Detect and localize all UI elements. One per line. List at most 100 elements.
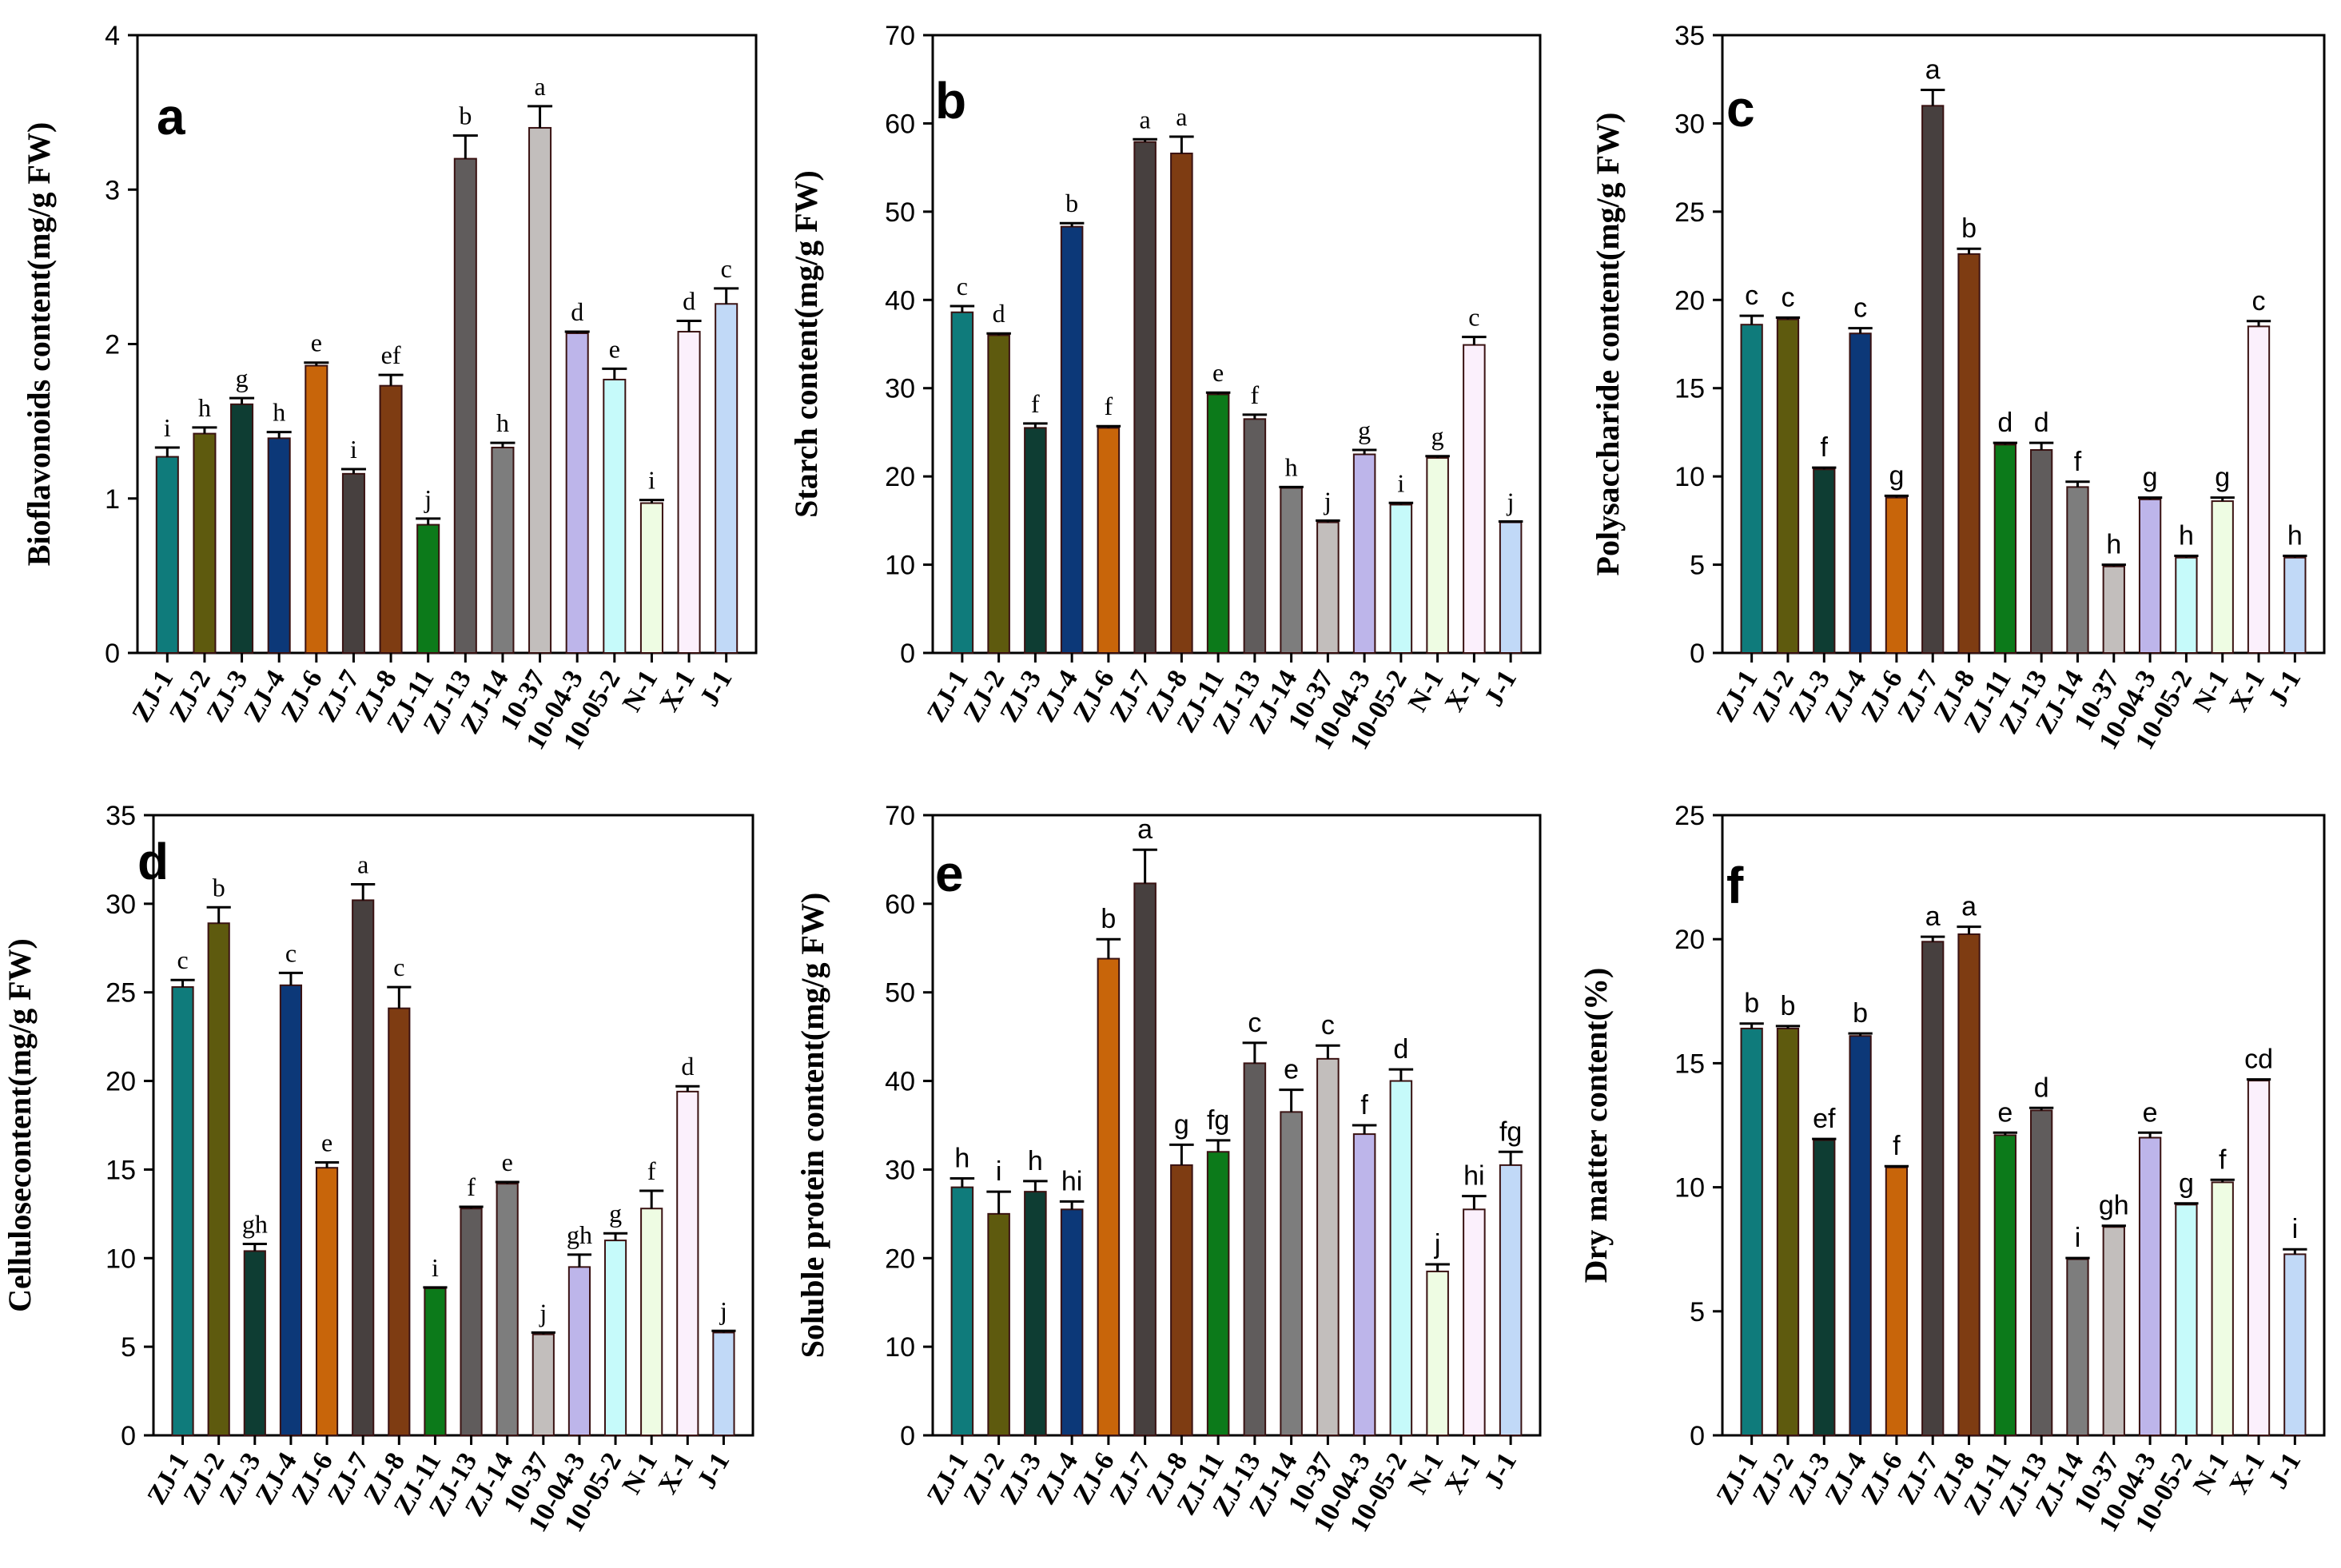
bar-ZJ-3	[1813, 1139, 1836, 1437]
significance-letter: c	[393, 953, 404, 981]
significance-letter: hi	[1061, 1166, 1082, 1196]
y-tick-label: 60	[885, 889, 915, 920]
y-tick-label: 0	[105, 639, 120, 669]
significance-letter: c	[177, 945, 188, 974]
bar-ZJ-1	[1740, 324, 1763, 654]
y-tick-label: 10	[1674, 462, 1705, 492]
bar-ZJ-6	[1097, 427, 1121, 655]
significance-letter: a	[1137, 814, 1153, 845]
bar-10-05-2	[603, 1240, 627, 1436]
bar-N-1	[1426, 1270, 1449, 1437]
y-axis-label: Cellulosecontent(mg/g FW)	[2, 938, 38, 1312]
bar-ZJ-11	[1993, 444, 2017, 654]
significance-letter: j	[539, 1298, 547, 1327]
bar-ZJ-11	[416, 523, 440, 654]
y-tick-label: 25	[106, 978, 136, 1009]
bar-J-1	[715, 303, 739, 654]
bar-ZJ-13	[1243, 418, 1267, 654]
panel-letter: f	[1726, 857, 1744, 914]
significance-letter: d	[681, 1052, 694, 1080]
y-tick-label: 50	[885, 197, 915, 228]
bar-ZJ-7	[1921, 105, 1945, 655]
significance-letter: ef	[381, 340, 401, 369]
x-tick-label: N-1	[617, 1448, 663, 1499]
significance-letter: c	[1248, 1008, 1261, 1038]
y-tick-label: 35	[106, 801, 136, 831]
y-tick-label: 50	[885, 978, 915, 1009]
bar-ZJ-8	[1957, 933, 1981, 1436]
significance-letter: d	[683, 287, 695, 316]
y-tick-label: 20	[885, 462, 915, 492]
y-tick-label: 0	[900, 1421, 915, 1451]
y-tick-label: 30	[885, 374, 915, 404]
significance-letter: b	[1781, 991, 1796, 1021]
significance-letter: gh	[2099, 1191, 2129, 1221]
bar-J-1	[2283, 1253, 2307, 1436]
y-tick-label: 25	[1674, 801, 1705, 831]
significance-letter: b	[1101, 904, 1116, 934]
chart-panel-d: 0 5 10 15 20 25 30 35 Cellulosecontent(mg/g FW) d…	[2, 801, 754, 1537]
bar-ZJ-3	[230, 403, 254, 654]
significance-letter: g	[236, 364, 249, 392]
bar-ZJ-7	[352, 899, 375, 1436]
significance-letter: j	[719, 1296, 727, 1325]
y-tick-label: 20	[1674, 925, 1705, 955]
y-axis-label: Starch content(mg/g FW)	[788, 170, 824, 518]
x-tick-label: N-1	[617, 666, 663, 717]
x-tick-label: ZJ-3	[201, 666, 253, 727]
significance-letter: fg	[1499, 1116, 1522, 1147]
bar-ZJ-1	[950, 311, 974, 654]
bar-N-1	[639, 502, 663, 654]
y-tick-label: 30	[1674, 109, 1705, 139]
significance-letter: b	[1853, 998, 1868, 1029]
bar-ZJ-11	[424, 1287, 447, 1437]
y-tick-label: 4	[105, 21, 120, 51]
significance-letter: fg	[1207, 1105, 1229, 1136]
bar-ZJ-14	[2066, 486, 2089, 654]
significance-letter: i	[1397, 468, 1404, 497]
x-tick-label: J-1	[2263, 1448, 2307, 1494]
x-tick-label: ZJ-6	[276, 666, 328, 727]
x-tick-label: J-1	[2263, 666, 2307, 712]
x-tick-label: X-1	[653, 1448, 699, 1499]
bar-10-04-3	[565, 332, 589, 654]
significance-letter: j	[1324, 486, 1332, 515]
significance-letter: h	[1028, 1146, 1043, 1176]
panel-letter: a	[157, 88, 185, 145]
significance-letter: i	[164, 413, 171, 442]
bar-ZJ-13	[453, 157, 477, 655]
bar-X-1	[2247, 325, 2271, 654]
x-tick-label: N-1	[2188, 666, 2234, 717]
significance-letter: a	[1176, 102, 1187, 131]
x-tick-label: ZJ-1	[126, 666, 179, 727]
y-tick-label: 40	[885, 1067, 915, 1097]
y-tick-label: 5	[1690, 1297, 1705, 1327]
bar-10-05-2	[2175, 1204, 2198, 1436]
y-tick-label: 35	[1674, 21, 1705, 51]
significance-letter: a	[1925, 54, 1941, 85]
significance-letter: g	[2143, 463, 2158, 493]
plot-frame	[1721, 34, 2326, 655]
significance-letter: a	[534, 72, 545, 101]
bar-ZJ-11	[1993, 1134, 2017, 1437]
significance-letter: e	[2143, 1097, 2158, 1128]
y-tick-label: 5	[1690, 551, 1705, 581]
significance-letter: j	[424, 484, 432, 513]
bar-ZJ-4	[1060, 1208, 1084, 1437]
y-axis-label: Polysaccharide content(mg/g FW)	[1590, 113, 1626, 576]
bar-ZJ-8	[379, 384, 403, 654]
bar-ZJ-2	[1776, 1027, 1800, 1436]
bar-ZJ-14	[2066, 1258, 2089, 1436]
plot-frame	[931, 814, 1542, 1437]
x-tick-label: J-1	[692, 1448, 736, 1494]
significance-letter: h	[198, 393, 211, 422]
significance-letter: b	[213, 873, 225, 901]
x-tick-label: N-1	[1403, 1448, 1449, 1499]
significance-letter: e	[311, 328, 322, 357]
x-tick-label: X-1	[1439, 1448, 1486, 1499]
significance-letter: hi	[1463, 1161, 1484, 1192]
y-tick-label: 0	[900, 639, 915, 669]
bar-10-04-3	[2138, 1136, 2162, 1437]
significance-letter: b	[1065, 189, 1078, 217]
significance-letter: a	[357, 850, 368, 878]
